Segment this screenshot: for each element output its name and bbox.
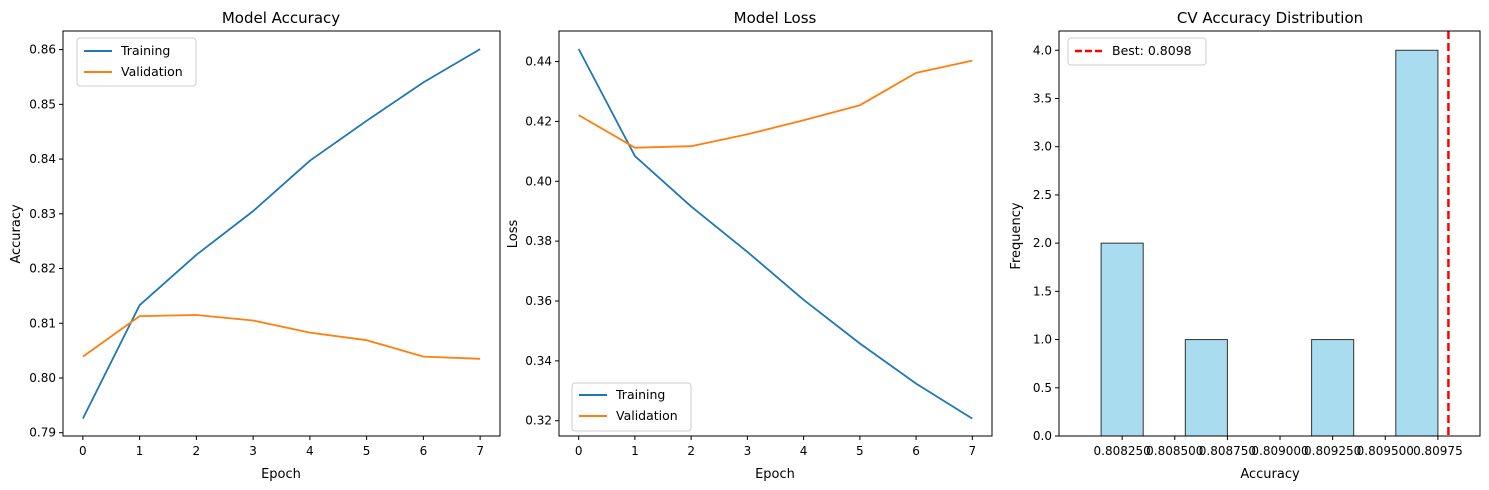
cv-legend-best-label: Best: 0.8098 — [1112, 43, 1192, 58]
accuracy-y-tick-label: 0.82 — [29, 262, 56, 276]
loss-x-tick-label: 5 — [856, 444, 864, 458]
accuracy-y-axis-label: Accuracy — [9, 204, 24, 264]
accuracy-legend-training-label: Training — [120, 43, 170, 58]
cv-x-tick-label: 0.809000 — [1251, 444, 1308, 458]
cv-legend: Best: 0.8098 — [1067, 37, 1207, 66]
loss-chart-title: Model Loss — [734, 9, 817, 27]
loss-legend-validation-label: Validation — [616, 408, 678, 423]
loss-x-axis-label: Epoch — [755, 467, 795, 482]
cv-y-tick-label: 2.0 — [1033, 236, 1052, 250]
loss-x-tick-label: 0 — [575, 444, 583, 458]
accuracy-series-training-line — [82, 48, 481, 419]
accuracy-x-tick-label: 2 — [193, 444, 201, 458]
cv-histogram-bar — [1395, 49, 1439, 437]
accuracy-legend: Training Validation — [76, 37, 197, 87]
cv-legend-box — [1067, 37, 1207, 66]
cv-y-tick-label: 1.0 — [1033, 333, 1052, 347]
loss-x-tick-label: 6 — [912, 444, 920, 458]
loss-y-tick-label: 0.36 — [525, 294, 552, 308]
accuracy-x-tick-label: 3 — [249, 444, 257, 458]
loss-legend-training-label: Training — [615, 387, 665, 402]
cv-y-tick-label: 0.5 — [1033, 381, 1052, 395]
cv-chart-title: CV Accuracy Distribution — [1177, 9, 1363, 27]
accuracy-y-tick-label: 0.80 — [29, 371, 56, 385]
cv-y-tick-label: 0.0 — [1033, 429, 1052, 443]
accuracy-x-tick-label: 5 — [363, 444, 371, 458]
loss-x-tick-label: 3 — [744, 444, 752, 458]
accuracy-y-tick-label: 0.84 — [29, 152, 56, 166]
loss-y-tick-label: 0.34 — [525, 354, 552, 368]
accuracy-panel: Model Accuracy Epoch Accuracy 0.790.800.… — [9, 9, 501, 482]
accuracy-x-tick-label: 0 — [79, 444, 87, 458]
cv-axes-frame — [1058, 30, 1481, 437]
loss-y-tick-label: 0.44 — [525, 55, 552, 69]
accuracy-y-tick-label: 0.79 — [29, 426, 56, 440]
accuracy-y-tick-label: 0.85 — [29, 97, 56, 111]
loss-x-tick-label: 2 — [687, 444, 695, 458]
accuracy-y-tick-label: 0.81 — [29, 316, 56, 330]
accuracy-series-validation-line — [82, 314, 481, 360]
accuracy-x-tick-label: 4 — [306, 444, 314, 458]
cv-x-tick-label: 0.809250 — [1304, 444, 1361, 458]
loss-y-tick-label: 0.38 — [525, 234, 552, 248]
loss-y-axis-label: Loss — [506, 220, 521, 249]
cv-y-tick-label: 4.0 — [1033, 43, 1052, 57]
cv-y-axis-label: Frequency — [1009, 202, 1024, 269]
accuracy-x-tick-label: 7 — [476, 444, 484, 458]
cv-y-tick-label: 3.0 — [1033, 140, 1052, 154]
cv-x-tick-label: 0.808250 — [1094, 444, 1151, 458]
loss-x-tick-label: 4 — [800, 444, 808, 458]
loss-panel: Model Loss Epoch Loss 0.320.340.360.380.… — [506, 9, 993, 482]
loss-x-tick-label: 1 — [631, 444, 639, 458]
cv-x-tick-label: 0.80975 — [1413, 444, 1463, 458]
cv-plot-area: 0.00.51.01.52.02.53.03.54.00.8082500.808… — [1033, 30, 1481, 458]
cv-x-tick-label: 0.808750 — [1199, 444, 1256, 458]
cv-histogram-bar — [1311, 339, 1355, 437]
cv-y-tick-label: 3.5 — [1033, 92, 1052, 106]
accuracy-chart-title: Model Accuracy — [222, 9, 340, 27]
accuracy-x-tick-label: 1 — [136, 444, 144, 458]
accuracy-plot-area: 0.79 0.80 0.81 0.82 0.83 0.84 0.85 0.86 0 1 2 3 4 5 6 7 — [29, 30, 501, 458]
accuracy-y-tick-label: 0.83 — [29, 207, 56, 221]
accuracy-x-tick-label: 6 — [420, 444, 428, 458]
accuracy-y-tick-label: 0.86 — [29, 43, 56, 57]
loss-series-validation-line — [578, 59, 973, 149]
accuracy-axes-frame — [62, 30, 501, 437]
cv-x-tick-label: 0.808500 — [1146, 444, 1203, 458]
loss-y-tick-label: 0.42 — [525, 114, 552, 128]
cv-histogram-bar — [1184, 339, 1228, 437]
loss-series-training-line — [577, 48, 973, 420]
cv-y-tick-label: 1.5 — [1033, 284, 1052, 298]
cv-distribution-panel: CV Accuracy Distribution Accuracy Freque… — [1009, 9, 1481, 482]
accuracy-legend-validation-label: Validation — [121, 64, 183, 79]
loss-axes-frame — [558, 30, 993, 437]
loss-y-tick-label: 0.40 — [525, 174, 552, 188]
cv-x-tick-label: 0.809500 — [1357, 444, 1414, 458]
loss-legend: Training Validation — [571, 382, 692, 432]
accuracy-x-axis-label: Epoch — [261, 467, 301, 482]
cv-histogram-bar — [1100, 242, 1144, 437]
loss-plot-area: 0.32 0.34 0.36 0.38 0.40 0.42 0.44 0 1 2 3 4 5 6 7 — [525, 30, 993, 458]
cv-y-tick-label: 2.5 — [1033, 188, 1052, 202]
cv-x-axis-label: Accuracy — [1240, 467, 1300, 482]
loss-x-tick-label: 7 — [968, 444, 976, 458]
loss-y-tick-label: 0.32 — [525, 414, 552, 428]
